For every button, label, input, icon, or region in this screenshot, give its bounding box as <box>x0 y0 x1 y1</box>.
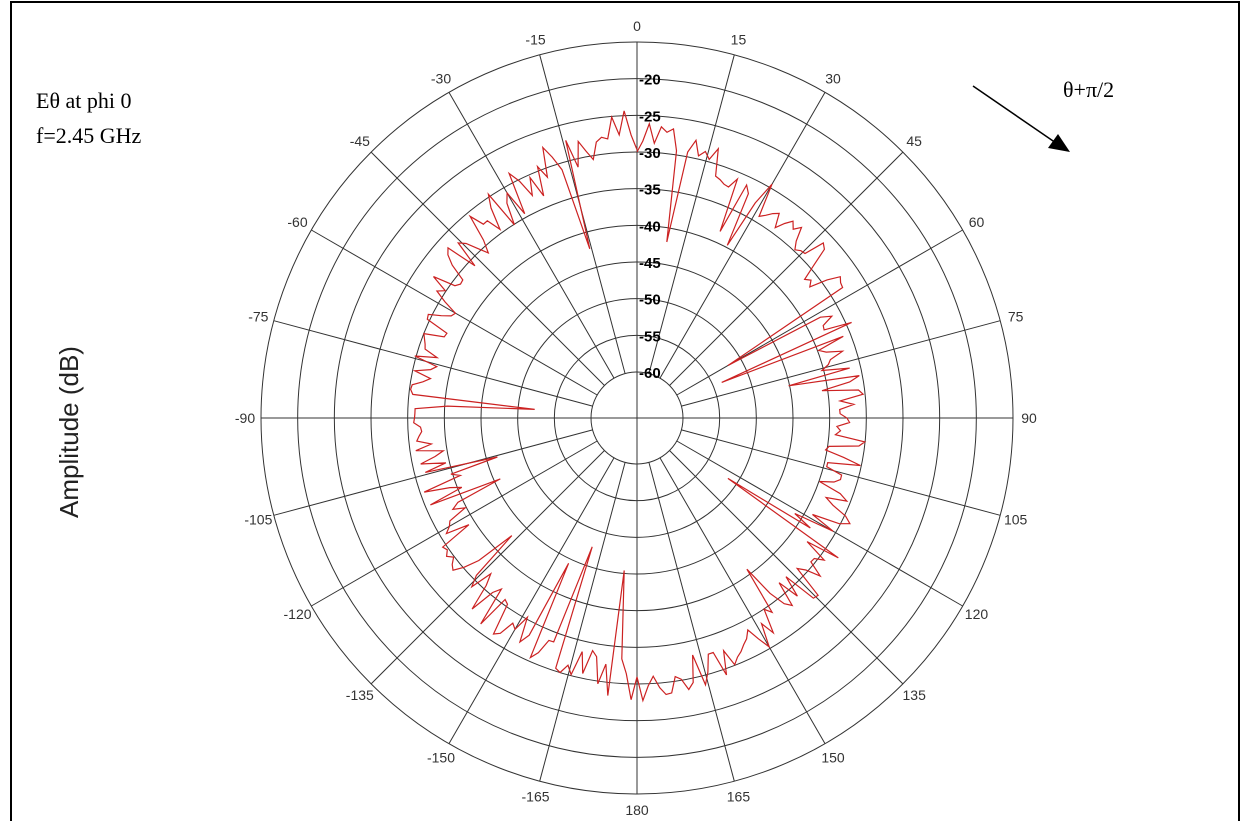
angle-tick-label: -150 <box>427 749 455 765</box>
radial-tick-label: -60 <box>639 365 661 382</box>
angle-tick-label: -105 <box>244 511 272 527</box>
angle-tick-label: 0 <box>633 18 641 34</box>
annotation-line-1: Eθ at phi 0 <box>36 88 131 113</box>
grid-spoke <box>659 92 826 379</box>
grid-spoke <box>659 457 826 744</box>
angle-tick-label: 150 <box>821 749 845 765</box>
angle-tick-labels: 0 15 30 45 60 75 90 105 120 135 150 165 180 -165 -150 -… <box>235 18 1037 818</box>
arrow-label: θ+π/2 <box>1063 77 1114 102</box>
grid-spoke <box>448 92 615 379</box>
angle-tick-label: -30 <box>431 71 451 87</box>
annotation-line-2: f=2.45 GHz <box>36 123 142 148</box>
angle-tick-label: -120 <box>284 606 312 622</box>
angle-tick-label: -75 <box>248 309 268 325</box>
grid-spoke <box>311 440 598 607</box>
series-layer <box>409 110 867 703</box>
angle-tick-label: 135 <box>903 687 927 703</box>
grid-spoke <box>539 462 626 782</box>
grid-spoke <box>370 450 605 685</box>
angle-tick-label: 45 <box>906 133 922 149</box>
radial-tick-label: -45 <box>639 255 661 272</box>
radial-tick-label: -20 <box>639 72 661 89</box>
radial-tick-label: -40 <box>639 218 661 235</box>
radial-tick-label: -35 <box>639 182 661 199</box>
grid-spoke <box>273 429 593 516</box>
figure-frame <box>10 1 1240 821</box>
grid-spoke <box>448 457 615 744</box>
angle-tick-label: 75 <box>1008 309 1024 325</box>
angle-tick-label: -15 <box>525 31 545 47</box>
grid-spoke <box>676 440 963 607</box>
angle-tick-label: 30 <box>825 71 841 87</box>
grid-spoke <box>370 151 605 386</box>
radial-tick-labels: -20 -25 -30 -35 -40 -45 -50 -55 -60 <box>639 72 661 382</box>
grid-spoke <box>273 320 593 407</box>
angle-tick-label: 90 <box>1021 410 1037 426</box>
series-line <box>409 110 867 703</box>
angle-tick-label: 105 <box>1004 511 1028 527</box>
grid-spoke <box>669 450 904 685</box>
angle-tick-label: -165 <box>522 789 550 805</box>
angle-tick-label: 180 <box>625 802 649 818</box>
angle-tick-label: -90 <box>235 410 255 426</box>
angle-tick-label: -135 <box>346 687 374 703</box>
grid-spoke <box>676 229 963 396</box>
angle-tick-label: -60 <box>287 214 307 230</box>
grid-spoke <box>648 54 735 374</box>
grid-spoke <box>681 429 1001 516</box>
direction-arrow-icon <box>972 85 1070 152</box>
angle-tick-label: -45 <box>350 133 370 149</box>
grid-spoke <box>648 462 735 782</box>
angle-tick-label: 15 <box>731 31 747 47</box>
y-axis-label: Amplitude (dB) <box>54 346 84 518</box>
grid-spoke <box>669 151 904 386</box>
radial-tick-label: -25 <box>639 108 661 125</box>
angle-tick-label: 165 <box>727 789 751 805</box>
angle-tick-label: 60 <box>969 214 985 230</box>
radial-tick-label: -55 <box>639 328 661 345</box>
radial-tick-label: -50 <box>639 292 661 309</box>
radial-tick-label: -30 <box>639 145 661 162</box>
angle-tick-label: 120 <box>965 606 989 622</box>
polar-grid <box>260 41 1014 795</box>
grid-spoke <box>681 320 1001 407</box>
